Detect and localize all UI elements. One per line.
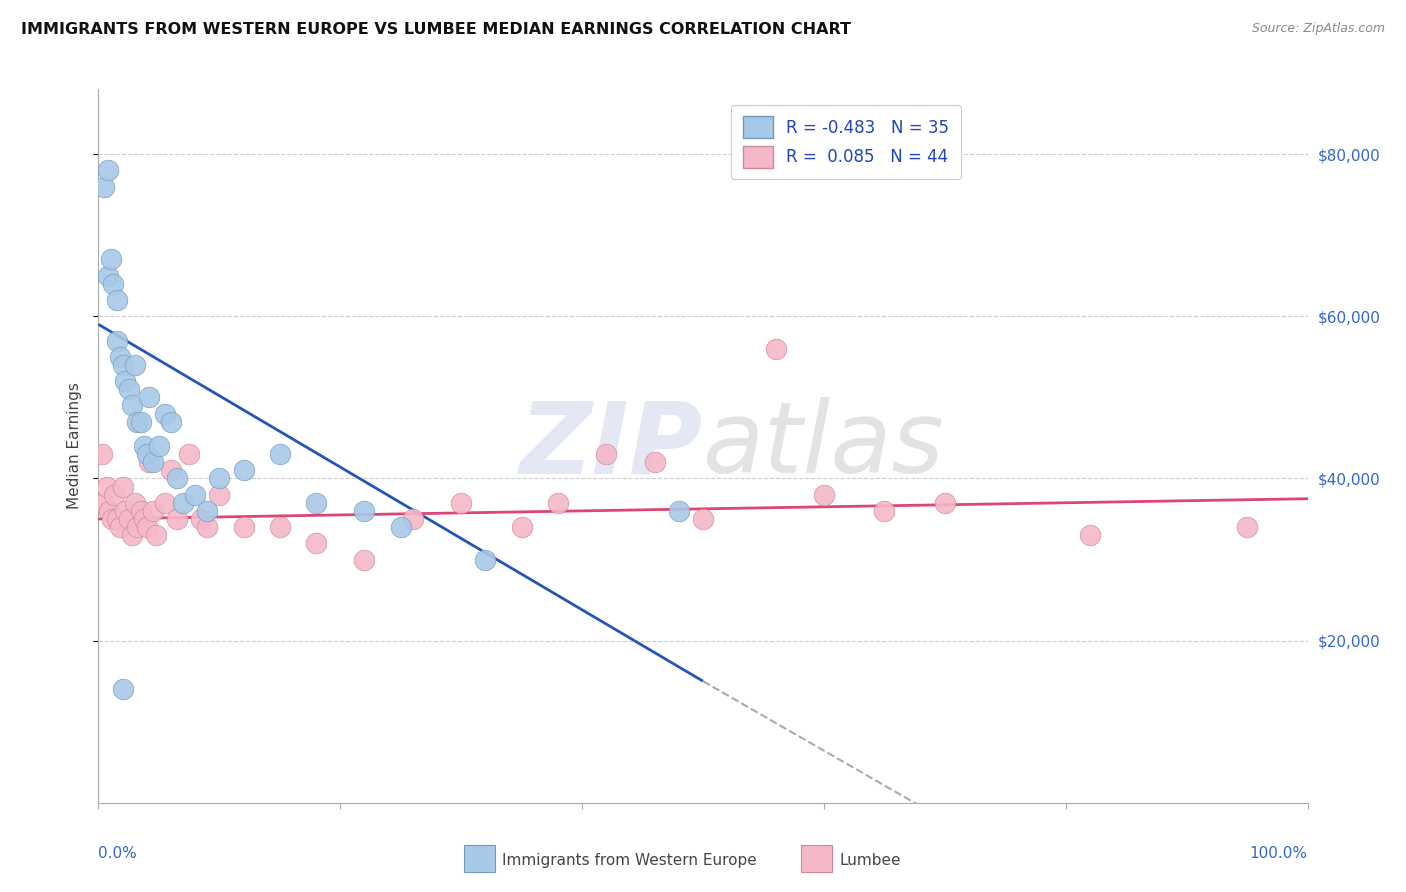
- Point: [208, 488, 231, 502]
- Point: [353, 552, 375, 566]
- Point: [138, 455, 160, 469]
- Point: [134, 512, 156, 526]
- Point: [124, 358, 146, 372]
- Point: [692, 512, 714, 526]
- Point: [765, 342, 787, 356]
- Point: [305, 536, 328, 550]
- Point: [232, 520, 254, 534]
- Text: Immigrants from Western Europe: Immigrants from Western Europe: [502, 854, 756, 868]
- Point: [510, 520, 533, 534]
- Point: [179, 447, 201, 461]
- Point: [134, 439, 156, 453]
- Point: [269, 520, 291, 534]
- Point: [129, 504, 152, 518]
- Legend: R = -0.483   N = 35, R =  0.085   N = 44: R = -0.483 N = 35, R = 0.085 N = 44: [731, 104, 960, 179]
- Point: [138, 390, 160, 404]
- Point: [98, 504, 121, 518]
- Point: [166, 471, 188, 485]
- Point: [305, 496, 328, 510]
- Point: [402, 512, 425, 526]
- Point: [111, 682, 134, 697]
- Point: [153, 496, 176, 510]
- Point: [121, 399, 143, 413]
- Point: [91, 447, 114, 461]
- Point: [100, 512, 122, 526]
- Point: [668, 504, 690, 518]
- Point: [114, 504, 136, 518]
- Point: [114, 374, 136, 388]
- Text: Lumbee: Lumbee: [839, 854, 901, 868]
- Text: ZIP: ZIP: [520, 398, 703, 494]
- Point: [195, 520, 218, 534]
- Point: [127, 415, 149, 429]
- Point: [934, 496, 956, 510]
- Point: [474, 552, 496, 566]
- Point: [389, 520, 412, 534]
- Point: [184, 488, 207, 502]
- Point: [160, 463, 183, 477]
- Point: [208, 471, 231, 485]
- Point: [145, 528, 167, 542]
- Point: [172, 496, 194, 510]
- Point: [108, 520, 131, 534]
- Point: [1236, 520, 1258, 534]
- Point: [93, 179, 115, 194]
- Point: [148, 439, 170, 453]
- Point: [269, 447, 291, 461]
- Point: [105, 293, 128, 307]
- Point: [97, 268, 120, 283]
- Point: [103, 488, 125, 502]
- Point: [160, 415, 183, 429]
- Point: [450, 496, 472, 510]
- Point: [195, 504, 218, 518]
- Point: [547, 496, 569, 510]
- Point: [111, 358, 134, 372]
- Y-axis label: Median Earnings: Median Earnings: [66, 383, 82, 509]
- Point: [105, 334, 128, 348]
- Text: 100.0%: 100.0%: [1250, 846, 1308, 861]
- Point: [166, 512, 188, 526]
- Point: [111, 479, 134, 493]
- Point: [100, 252, 122, 267]
- Point: [135, 520, 157, 534]
- Point: [118, 382, 141, 396]
- Point: [108, 350, 131, 364]
- Point: [135, 447, 157, 461]
- Point: [118, 512, 141, 526]
- Point: [644, 455, 666, 469]
- Text: 0.0%: 0.0%: [98, 846, 138, 861]
- Point: [153, 407, 176, 421]
- Point: [127, 520, 149, 534]
- Point: [101, 277, 124, 291]
- Point: [813, 488, 835, 502]
- Text: IMMIGRANTS FROM WESTERN EUROPE VS LUMBEE MEDIAN EARNINGS CORRELATION CHART: IMMIGRANTS FROM WESTERN EUROPE VS LUMBEE…: [21, 22, 851, 37]
- Point: [93, 496, 115, 510]
- Point: [105, 512, 128, 526]
- Point: [121, 528, 143, 542]
- Point: [124, 496, 146, 510]
- Point: [190, 512, 212, 526]
- Point: [129, 415, 152, 429]
- Point: [142, 504, 165, 518]
- Text: atlas: atlas: [703, 398, 945, 494]
- Text: Source: ZipAtlas.com: Source: ZipAtlas.com: [1251, 22, 1385, 36]
- Point: [232, 463, 254, 477]
- Point: [595, 447, 617, 461]
- Point: [1078, 528, 1101, 542]
- Point: [353, 504, 375, 518]
- Point: [873, 504, 896, 518]
- Point: [142, 455, 165, 469]
- Point: [97, 163, 120, 178]
- Point: [96, 479, 118, 493]
